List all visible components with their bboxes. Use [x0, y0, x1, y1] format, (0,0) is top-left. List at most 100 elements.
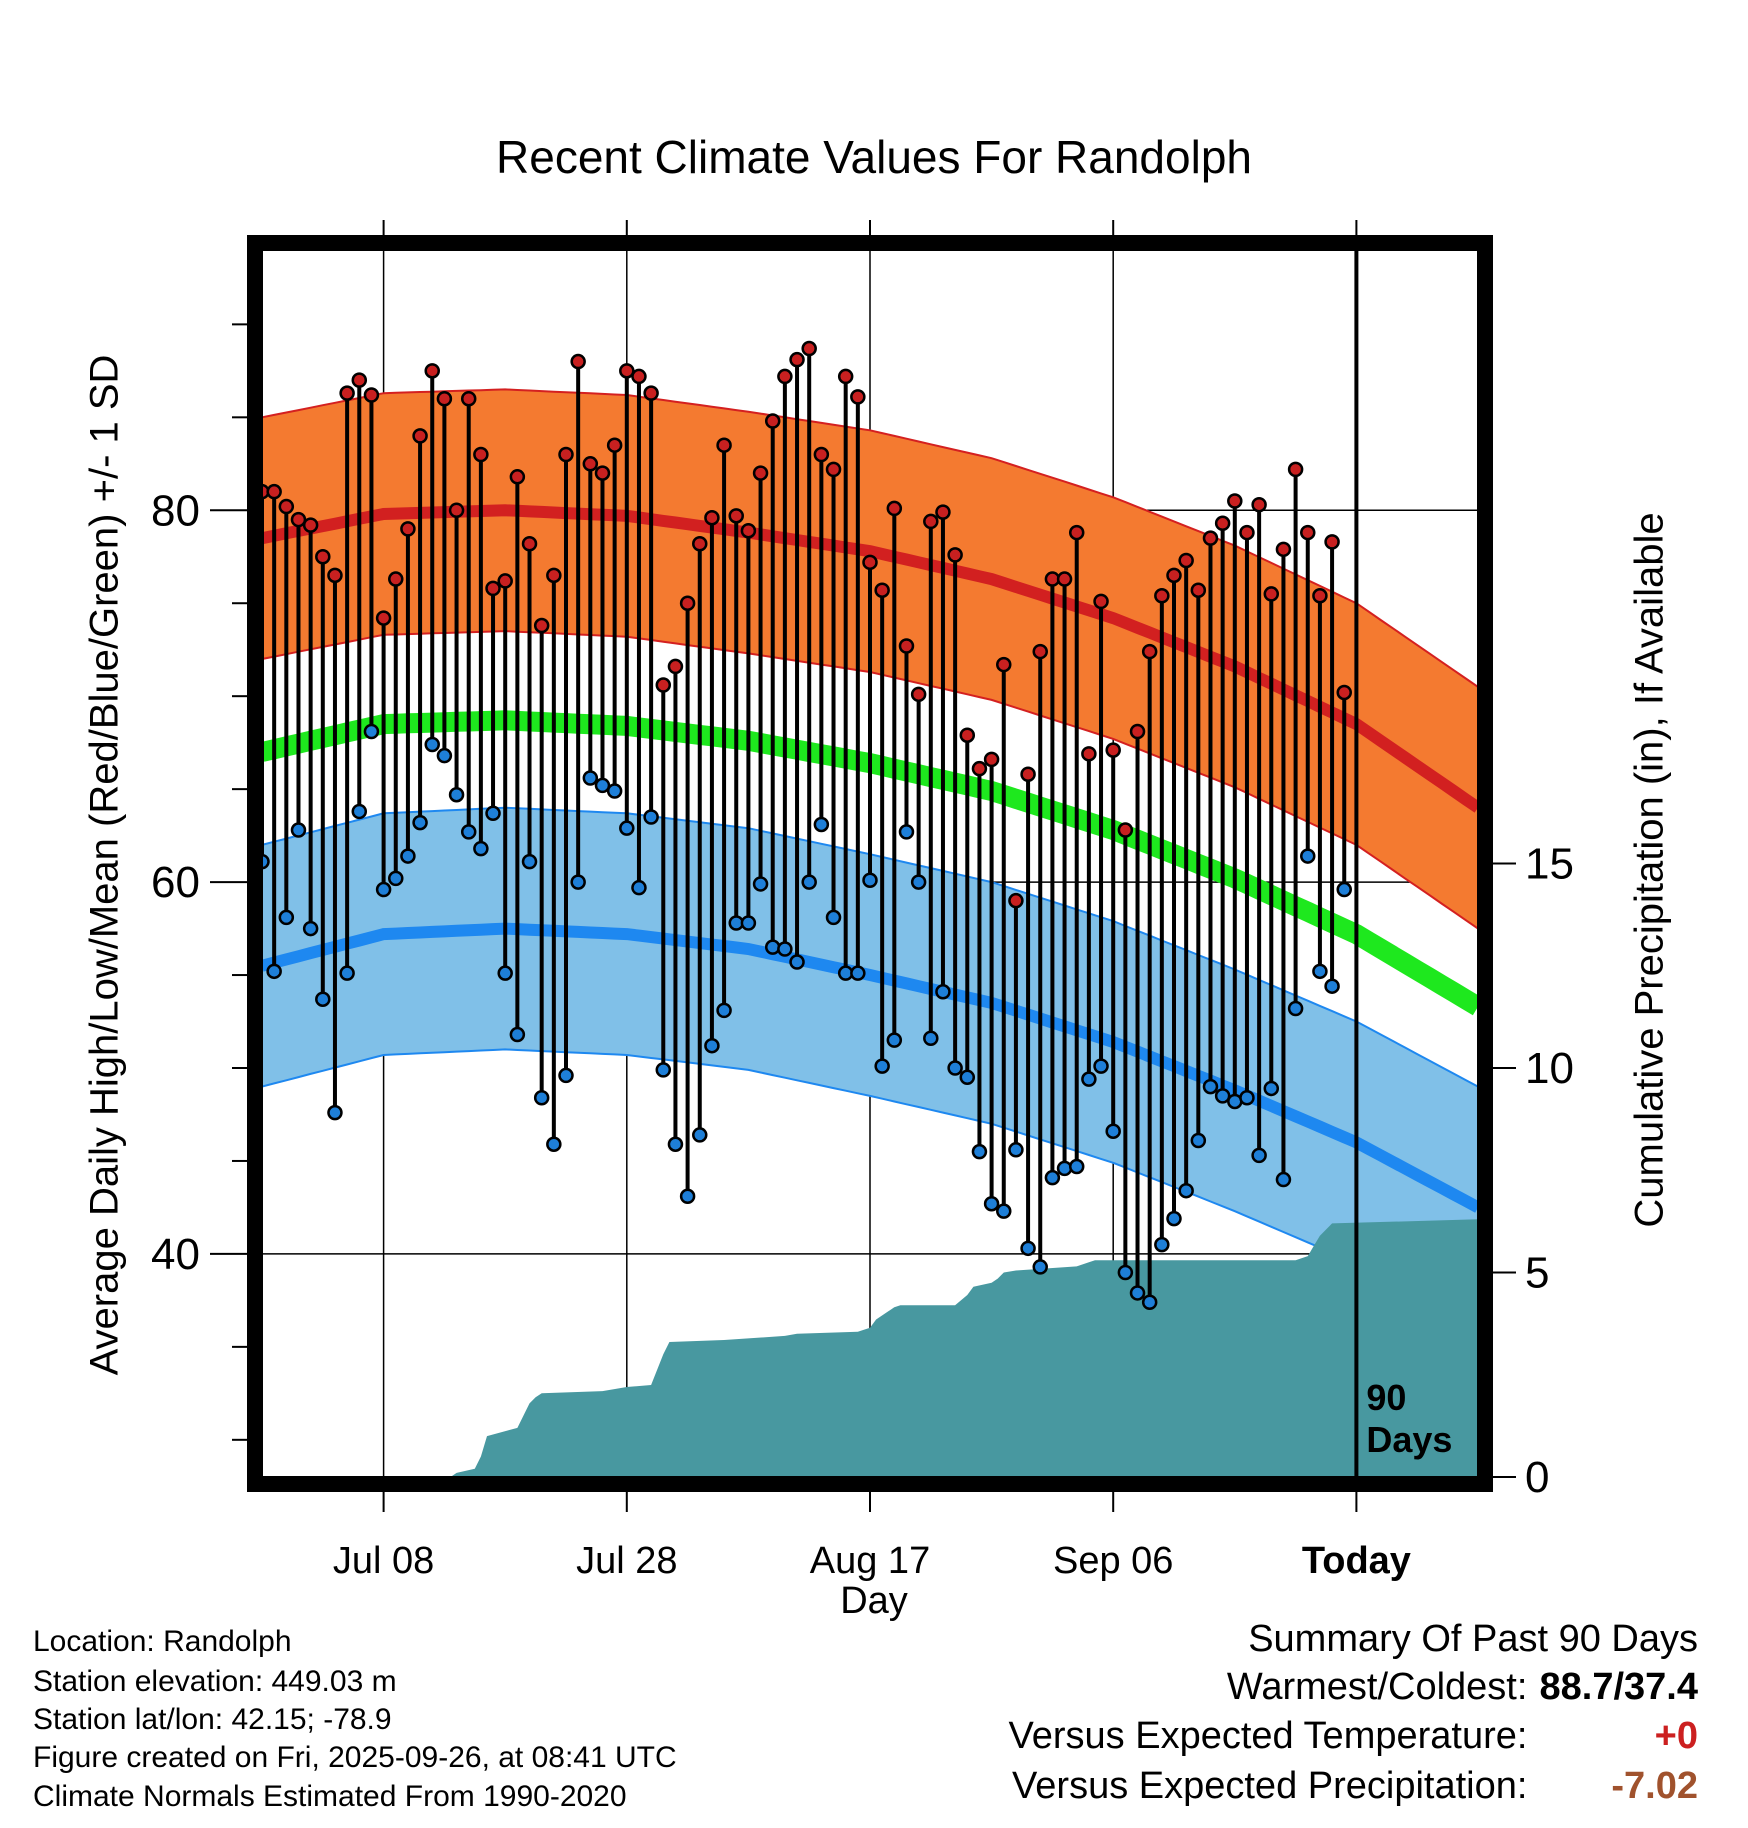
- high-point: [679, 595, 696, 611]
- summary-temperature: Versus Expected Temperature: +0: [1009, 1715, 1698, 1758]
- low-point: [606, 783, 623, 799]
- high-point: [704, 509, 720, 526]
- high-point: [375, 610, 392, 626]
- high-point: [1178, 552, 1194, 569]
- high-point: [655, 677, 672, 693]
- high-point: [643, 385, 659, 401]
- high-point: [923, 513, 939, 530]
- summary-warmest-coldest-label: Warmest/Coldest:: [1226, 1666, 1528, 1708]
- x-axis-label: Day: [840, 1580, 908, 1622]
- high-point: [1251, 496, 1267, 513]
- low-point: [302, 920, 319, 937]
- high-point: [436, 390, 453, 407]
- low-point: [643, 809, 659, 825]
- low-point: [1239, 1089, 1255, 1106]
- high-point: [509, 469, 526, 485]
- high-point: [533, 617, 550, 634]
- x-tick-label: Today: [1302, 1540, 1411, 1582]
- low-point: [1287, 1000, 1304, 1017]
- plot-frame: [247, 235, 1493, 1492]
- high-point: [1336, 684, 1352, 701]
- high-point: [947, 547, 963, 563]
- y-tick-label: 60: [151, 858, 200, 907]
- high-point: [424, 363, 440, 379]
- low-point: [813, 816, 830, 833]
- low-point: [1166, 1210, 1182, 1227]
- low-point: [1056, 1160, 1073, 1177]
- low-point: [679, 1188, 696, 1205]
- low-point: [448, 786, 465, 803]
- high-point: [1117, 822, 1134, 838]
- low-point: [874, 1058, 890, 1074]
- summary-warmest-coldest: Warmest/Coldest: 88.7/37.4: [1227, 1666, 1698, 1709]
- high-point: [692, 535, 708, 552]
- high-point: [485, 580, 501, 597]
- high-point: [1166, 567, 1182, 584]
- daily-range-stems: [260, 348, 1347, 1303]
- low-point: [898, 824, 915, 840]
- high-point: [667, 658, 684, 675]
- y2-tick-label: 5: [1525, 1249, 1549, 1298]
- high-point: [1154, 588, 1170, 604]
- high-point: [1275, 541, 1292, 558]
- summary-precipitation: Versus Expected Precipitation: -7.02: [1012, 1765, 1698, 1808]
- low-point: [692, 1127, 708, 1143]
- low-point: [400, 848, 416, 864]
- x-tick-label: Sep 06: [1053, 1540, 1173, 1582]
- summary-precipitation-label: Versus Expected Precipitation:: [1012, 1765, 1528, 1807]
- low-point: [278, 909, 295, 926]
- high-point: [412, 428, 428, 444]
- high-point: [935, 504, 951, 520]
- high-point: [558, 446, 574, 463]
- high-point: [1227, 493, 1243, 509]
- low-point: [959, 1069, 976, 1086]
- low-point: [631, 879, 647, 896]
- low-point: [497, 965, 513, 981]
- low-point: [789, 954, 805, 970]
- low-point: [1300, 848, 1316, 864]
- high-point: [1190, 582, 1207, 598]
- high-point: [546, 567, 562, 584]
- high-point: [1300, 524, 1316, 541]
- low-point: [1020, 1240, 1036, 1257]
- high-point: [813, 446, 830, 463]
- precipitation-fill: [262, 1219, 1478, 1477]
- high-point: [910, 686, 927, 703]
- high-point: [1032, 643, 1048, 660]
- high-point: [351, 372, 368, 388]
- high-point: [582, 456, 599, 472]
- high-point: [266, 483, 282, 500]
- x-tick-label: Aug 17: [810, 1540, 930, 1582]
- info-latlon: Station lat/lon: 42.15; -78.9: [33, 1703, 392, 1736]
- low-point: [801, 874, 817, 890]
- low-point: [704, 1037, 720, 1054]
- low-point: [1117, 1264, 1134, 1281]
- summary-heading: Summary Of Past 90 Days: [1248, 1618, 1698, 1660]
- high-point: [728, 508, 744, 524]
- high-point: [971, 760, 988, 777]
- high-point: [777, 368, 793, 385]
- low-point: [655, 1062, 672, 1078]
- low-normal-line: [260, 922, 1481, 1213]
- high-point: [1129, 723, 1146, 740]
- high-point: [1239, 524, 1255, 541]
- y2-tick-label: 15: [1525, 840, 1574, 889]
- high-point: [1105, 742, 1121, 758]
- high-point: [1056, 571, 1073, 587]
- low-point: [935, 984, 951, 1000]
- low-point: [886, 1032, 903, 1048]
- low-point: [1044, 1169, 1061, 1186]
- high-point: [740, 522, 757, 539]
- y-tick-label: 40: [151, 1230, 200, 1279]
- low-point: [1251, 1147, 1267, 1164]
- high-point: [1081, 746, 1097, 762]
- high-point: [460, 390, 477, 407]
- low-point: [327, 1104, 343, 1121]
- high-point: [400, 521, 416, 537]
- low-point: [485, 805, 501, 822]
- daily-points: [254, 340, 1352, 1310]
- low-point: [339, 965, 355, 981]
- low-point: [619, 820, 635, 836]
